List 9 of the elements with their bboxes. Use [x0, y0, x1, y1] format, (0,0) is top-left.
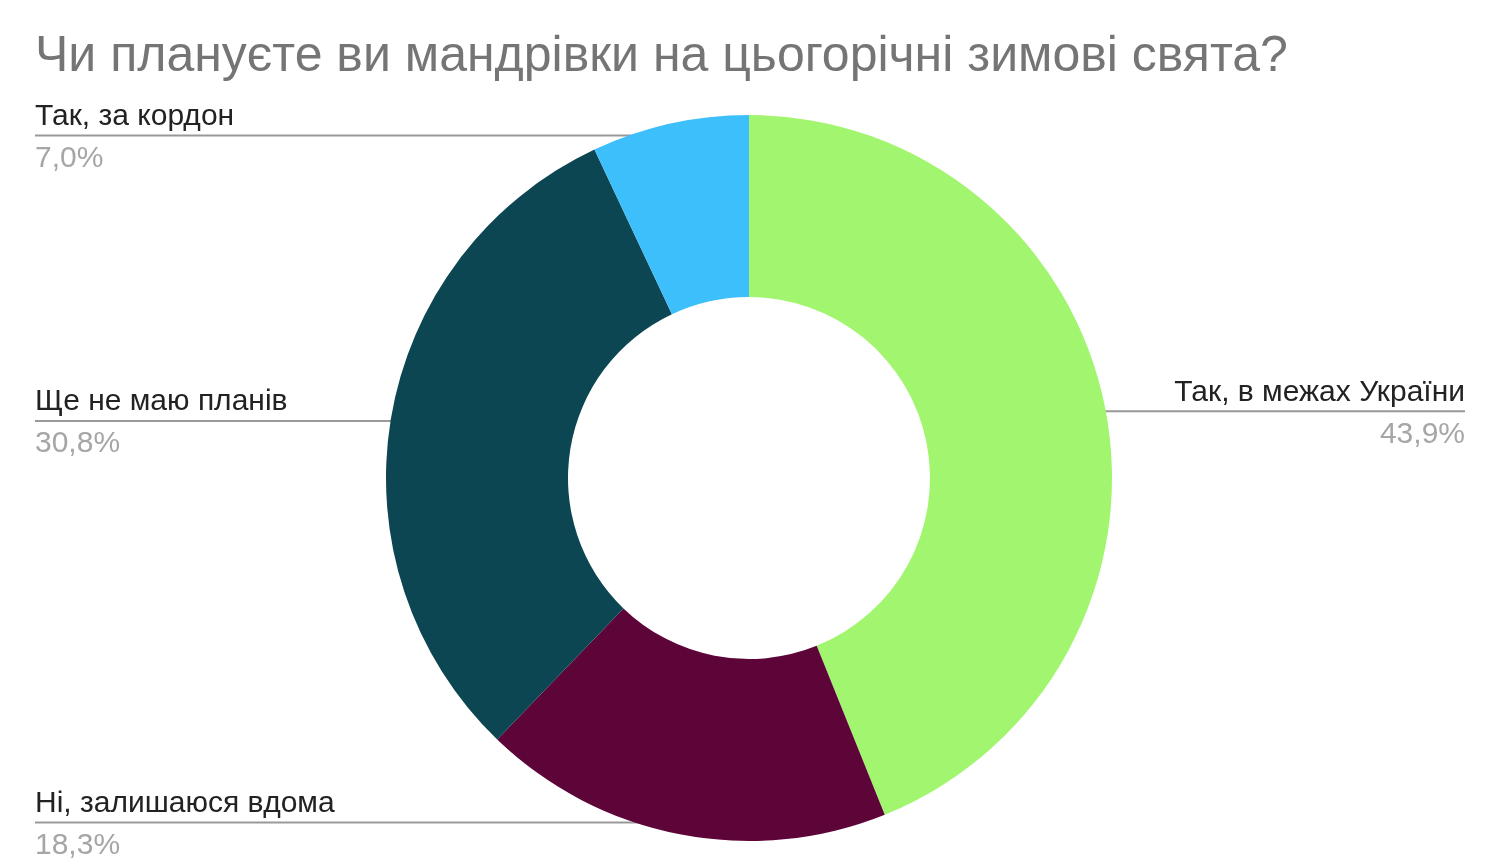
data-label: 43,9%	[1379, 415, 1465, 449]
slice-label: Так, за кордон	[35, 97, 235, 131]
slice-label: Ні, залишаюся вдома	[35, 785, 335, 819]
slice-label: Ще не маю планів	[35, 383, 288, 417]
chart-title: Чи плануєте ви мандрівки на цьогорічні зимові свята?	[35, 26, 1288, 82]
data-label: 30,8%	[35, 425, 121, 459]
slice-label: Так, в межах України	[1174, 373, 1465, 407]
data-label: 18,3%	[35, 827, 121, 861]
data-label: 7,0%	[35, 139, 104, 173]
